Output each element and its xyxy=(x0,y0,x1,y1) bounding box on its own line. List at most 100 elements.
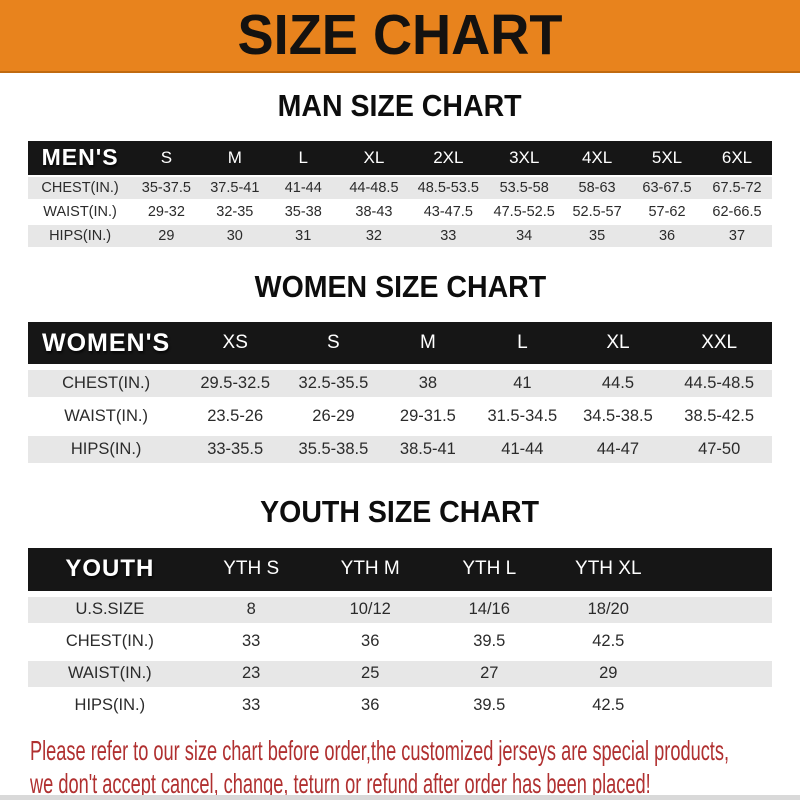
value-cell: 25 xyxy=(361,664,380,683)
women-size-table: WOMEN'S XS S M L XL XXL CHEST(IN.) 29.5-32.5 32.5… xyxy=(28,316,772,469)
size-column-header: YTH XL xyxy=(575,558,642,580)
value-cell: 36 xyxy=(361,696,380,715)
size-column-header: XL xyxy=(363,147,385,167)
value-cell: 44.5-48.5 xyxy=(684,374,755,393)
value-cell: 58-63 xyxy=(578,179,616,196)
value-cell: 44-47 xyxy=(596,440,640,459)
value-cell: 14/16 xyxy=(468,600,510,619)
value-cell: 39.5 xyxy=(473,696,506,715)
size-column-header: M xyxy=(419,332,436,354)
spacer-cell xyxy=(668,548,772,591)
spacer-cell xyxy=(668,661,772,687)
row-label-cell: HIPS(IN.) xyxy=(70,440,142,459)
value-cell: 34.5-38.5 xyxy=(583,407,653,426)
value-cell: 31.5-34.5 xyxy=(487,407,558,426)
value-cell: 29 xyxy=(158,227,175,244)
size-column-header: S xyxy=(160,147,173,167)
table-row: U.S.SIZE 8 10/12 14/16 18/20 xyxy=(28,596,772,623)
size-column-header: 4XL xyxy=(581,147,613,167)
value-cell: 38.5-42.5 xyxy=(684,407,755,426)
value-cell: 33 xyxy=(242,696,261,715)
row-label-cell: HIPS(IN.) xyxy=(49,227,112,244)
value-cell: 38.5-41 xyxy=(399,440,456,459)
row-label-cell: WAIST(IN.) xyxy=(64,407,148,426)
value-cell: 23.5-26 xyxy=(207,407,264,426)
value-cell: 30 xyxy=(226,227,243,244)
value-cell: 38-43 xyxy=(355,203,393,220)
row-label-cell: U.S.SIZE xyxy=(75,600,145,619)
value-cell: 32.5-35.5 xyxy=(298,374,369,393)
table-row: WAIST(IN.) 23 25 27 29 xyxy=(28,660,772,687)
value-cell: 53.5-58 xyxy=(499,179,549,196)
value-cell: 32 xyxy=(365,227,382,244)
size-column-header: 5XL xyxy=(651,147,683,167)
size-column-header: L xyxy=(298,147,308,167)
table-header-row: MEN'S S M L XL 2XL 3XL 4XL 5XL 6XL xyxy=(28,140,772,175)
value-cell: 38 xyxy=(418,374,438,393)
value-cell: 35 xyxy=(589,227,606,244)
table-row: HIPS(IN.) 33-35.5 35.5-38.5 38.5-41 41-44 44-… xyxy=(28,436,772,464)
size-chart-banner: SIZE CHART xyxy=(0,0,800,73)
value-cell: 39.5 xyxy=(473,632,506,651)
table-row: WAIST(IN.) 29-32 32-35 35-38 38-43 43-47.5 47.… xyxy=(28,200,772,223)
youth-section-heading: YOUTH SIZE CHART xyxy=(0,496,800,529)
value-cell: 67.5-72 xyxy=(712,179,762,196)
value-cell: 43-47.5 xyxy=(423,203,473,220)
value-cell: 44.5 xyxy=(601,374,635,393)
value-cell: 35-37.5 xyxy=(141,179,191,196)
value-cell: 10/12 xyxy=(349,600,391,619)
size-column-header: XXL xyxy=(701,332,738,354)
value-cell: 48.5-53.5 xyxy=(417,179,479,196)
table-row: CHEST(IN.) 35-37.5 37.5-41 41-44 44-48.5 48.5… xyxy=(28,176,772,199)
bottom-strip xyxy=(0,795,800,800)
value-cell: 31 xyxy=(295,227,312,244)
row-label-cell: HIPS(IN.) xyxy=(74,696,146,715)
table-header-label: MEN'S xyxy=(41,144,119,171)
size-column-header: M xyxy=(227,147,242,167)
footer-line-1-text: Please refer to our size chart before or… xyxy=(30,734,730,766)
size-column-header: XL xyxy=(606,332,630,354)
value-cell: 52.5-57 xyxy=(572,203,622,220)
value-cell: 18/20 xyxy=(587,600,629,619)
value-cell: 57-62 xyxy=(648,203,686,220)
value-cell: 47.5-52.5 xyxy=(493,203,555,220)
footer-line-1: Please refer to our size chart before or… xyxy=(30,734,800,767)
size-column-header: 6XL xyxy=(721,147,753,167)
value-cell: 33 xyxy=(440,227,457,244)
value-cell: 62-66.5 xyxy=(712,203,762,220)
row-label-cell: WAIST(IN.) xyxy=(67,664,152,683)
footer-note: Please refer to our size chart before or… xyxy=(30,734,800,800)
value-cell: 42.5 xyxy=(592,696,625,715)
spacer-cell xyxy=(668,629,772,655)
table-row: CHEST(IN.) 33 36 39.5 42.5 xyxy=(28,628,772,655)
value-cell: 41-44 xyxy=(284,179,322,196)
size-column-header: YTH L xyxy=(462,558,517,580)
value-cell: 23 xyxy=(242,664,261,683)
value-cell: 37.5-41 xyxy=(210,179,260,196)
value-cell: 41-44 xyxy=(501,440,544,459)
value-cell: 63-67.5 xyxy=(642,179,692,196)
size-column-header: L xyxy=(517,332,528,354)
value-cell: 27 xyxy=(480,664,499,683)
women-section-heading-text: WOMEN SIZE CHART xyxy=(254,268,546,304)
youth-section-heading-text: YOUTH SIZE CHART xyxy=(260,494,540,530)
spacer-cell xyxy=(668,693,772,719)
table-row: CHEST(IN.) 29.5-32.5 32.5-35.5 38 41 44.5 44.5… xyxy=(28,370,772,398)
row-label-cell: CHEST(IN.) xyxy=(41,179,119,196)
man-section-heading: MAN SIZE CHART xyxy=(0,89,800,123)
value-cell: 33-35.5 xyxy=(207,440,264,459)
value-cell: 35-38 xyxy=(284,203,322,220)
value-cell: 29 xyxy=(599,664,618,683)
value-cell: 32-35 xyxy=(216,203,254,220)
row-label-cell: CHEST(IN.) xyxy=(65,632,154,651)
table-row: HIPS(IN.) 29 30 31 32 33 34 35 36 37 xyxy=(28,224,772,247)
youth-size-table: YOUTH YTH S YTH M YTH L YTH XL U.S.SIZE 8 10/12… xyxy=(28,542,772,725)
row-label-cell: WAIST(IN.) xyxy=(43,203,117,220)
table-header-label: WOMEN'S xyxy=(42,328,171,357)
value-cell: 29.5-32.5 xyxy=(200,374,271,393)
table-header-label: YOUTH xyxy=(65,555,155,583)
value-cell: 26-29 xyxy=(312,407,355,426)
size-column-header: YTH M xyxy=(340,558,400,580)
table-header-row: WOMEN'S XS S M L XL XXL xyxy=(28,322,772,365)
value-cell: 29-32 xyxy=(147,203,185,220)
